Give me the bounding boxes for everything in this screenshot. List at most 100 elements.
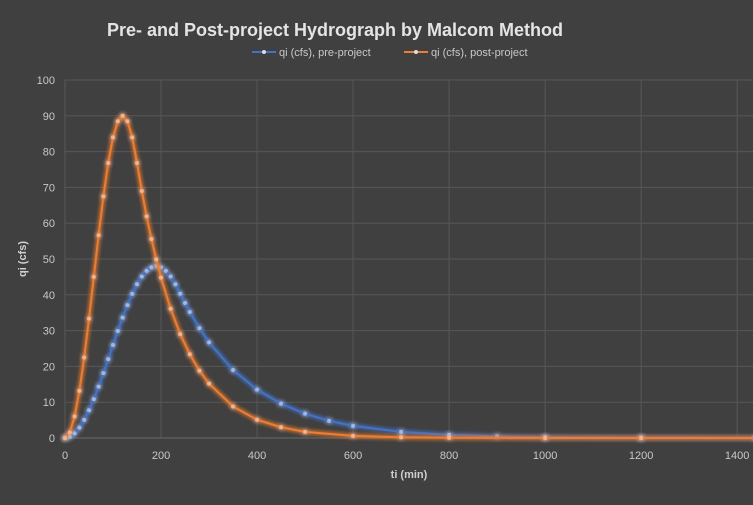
y-tick-label: 0 — [49, 433, 55, 445]
data-point — [149, 265, 154, 270]
data-point — [130, 291, 135, 296]
data-point — [303, 429, 308, 434]
legend: qi (cfs), pre-project qi (cfs), post-proj… — [252, 47, 528, 59]
data-point — [125, 303, 130, 308]
data-point — [120, 315, 125, 320]
data-point — [255, 417, 260, 422]
y-tick-label: 100 — [37, 75, 55, 87]
data-point — [163, 268, 168, 273]
data-point — [115, 328, 120, 333]
data-point — [197, 368, 202, 373]
data-point — [130, 135, 135, 140]
x-tick-label: 1200 — [629, 450, 653, 462]
series-line — [64, 114, 753, 439]
y-tick-label: 80 — [43, 147, 55, 159]
x-tick-label: 1000 — [533, 450, 557, 462]
data-point — [111, 135, 116, 140]
series-post-project — [63, 113, 753, 440]
data-point — [125, 119, 130, 124]
y-tick-label: 70 — [43, 182, 55, 194]
y-tick-label: 40 — [43, 290, 55, 302]
legend-point-marker — [414, 50, 418, 54]
data-point — [178, 291, 183, 296]
data-point — [187, 352, 192, 357]
data-point — [139, 274, 144, 279]
data-point — [91, 397, 96, 402]
data-point — [543, 435, 548, 440]
data-point — [173, 282, 178, 287]
legend-point-marker — [262, 50, 266, 54]
x-tick-label: 600 — [344, 450, 362, 462]
data-point — [82, 355, 87, 360]
data-point — [154, 257, 159, 262]
data-point — [96, 384, 101, 389]
data-point — [178, 332, 183, 337]
data-point — [351, 423, 356, 428]
data-point — [77, 388, 82, 393]
data-point — [87, 316, 92, 321]
data-point — [135, 282, 140, 287]
y-tick-label: 30 — [43, 326, 55, 338]
x-tick-label: 0 — [62, 450, 68, 462]
data-point — [168, 306, 173, 311]
data-point — [120, 113, 125, 118]
data-point — [351, 433, 356, 438]
x-tick-label: 800 — [440, 450, 458, 462]
data-point — [168, 274, 173, 279]
x-tick-label: 400 — [248, 450, 266, 462]
y-tick-label: 50 — [43, 254, 55, 266]
data-point — [101, 194, 106, 199]
data-point — [639, 436, 644, 440]
data-point — [96, 233, 101, 238]
data-point — [399, 429, 404, 434]
data-point — [447, 435, 452, 440]
data-point — [91, 274, 96, 279]
chart-title: Pre- and Post-project Hydrograph by Malc… — [107, 20, 563, 40]
series-line — [64, 265, 753, 439]
legend-label: qi (cfs), pre-project — [279, 47, 371, 59]
data-point — [207, 381, 212, 386]
data-point — [207, 340, 212, 345]
data-point — [106, 357, 111, 362]
data-point — [63, 436, 67, 440]
y-axis-label: qi (cfs) — [17, 241, 29, 277]
y-tick-label: 60 — [43, 218, 55, 230]
y-tick-label: 20 — [43, 361, 55, 373]
y-tick-label: 10 — [43, 397, 55, 409]
series-group — [63, 113, 753, 440]
data-point — [106, 160, 111, 165]
data-point — [279, 401, 284, 406]
gridlines — [64, 79, 753, 439]
data-point — [82, 417, 87, 422]
data-point — [72, 414, 77, 419]
data-point — [447, 432, 452, 437]
data-point — [159, 275, 164, 280]
x-tick-label: 200 — [152, 450, 170, 462]
data-point — [231, 367, 236, 372]
data-point — [101, 371, 106, 376]
data-point — [87, 408, 92, 413]
data-point — [197, 326, 202, 331]
data-point — [327, 418, 332, 423]
data-point — [139, 188, 144, 193]
data-point — [159, 265, 164, 270]
x-axis-label: ti (min) — [391, 469, 428, 481]
data-point — [144, 268, 149, 273]
data-point — [187, 309, 192, 314]
data-point — [303, 411, 308, 416]
data-point — [279, 425, 284, 430]
y-tick-label: 90 — [43, 111, 55, 123]
data-point — [255, 387, 260, 392]
data-point — [183, 301, 188, 306]
data-point — [115, 119, 120, 124]
data-point — [72, 431, 77, 436]
data-point — [144, 214, 149, 219]
legend-label: qi (cfs), post-project — [431, 47, 528, 59]
data-point — [231, 404, 236, 409]
data-point — [67, 434, 72, 439]
x-tick-label: 1400 — [725, 450, 749, 462]
data-point — [135, 160, 140, 165]
data-point — [399, 435, 404, 440]
